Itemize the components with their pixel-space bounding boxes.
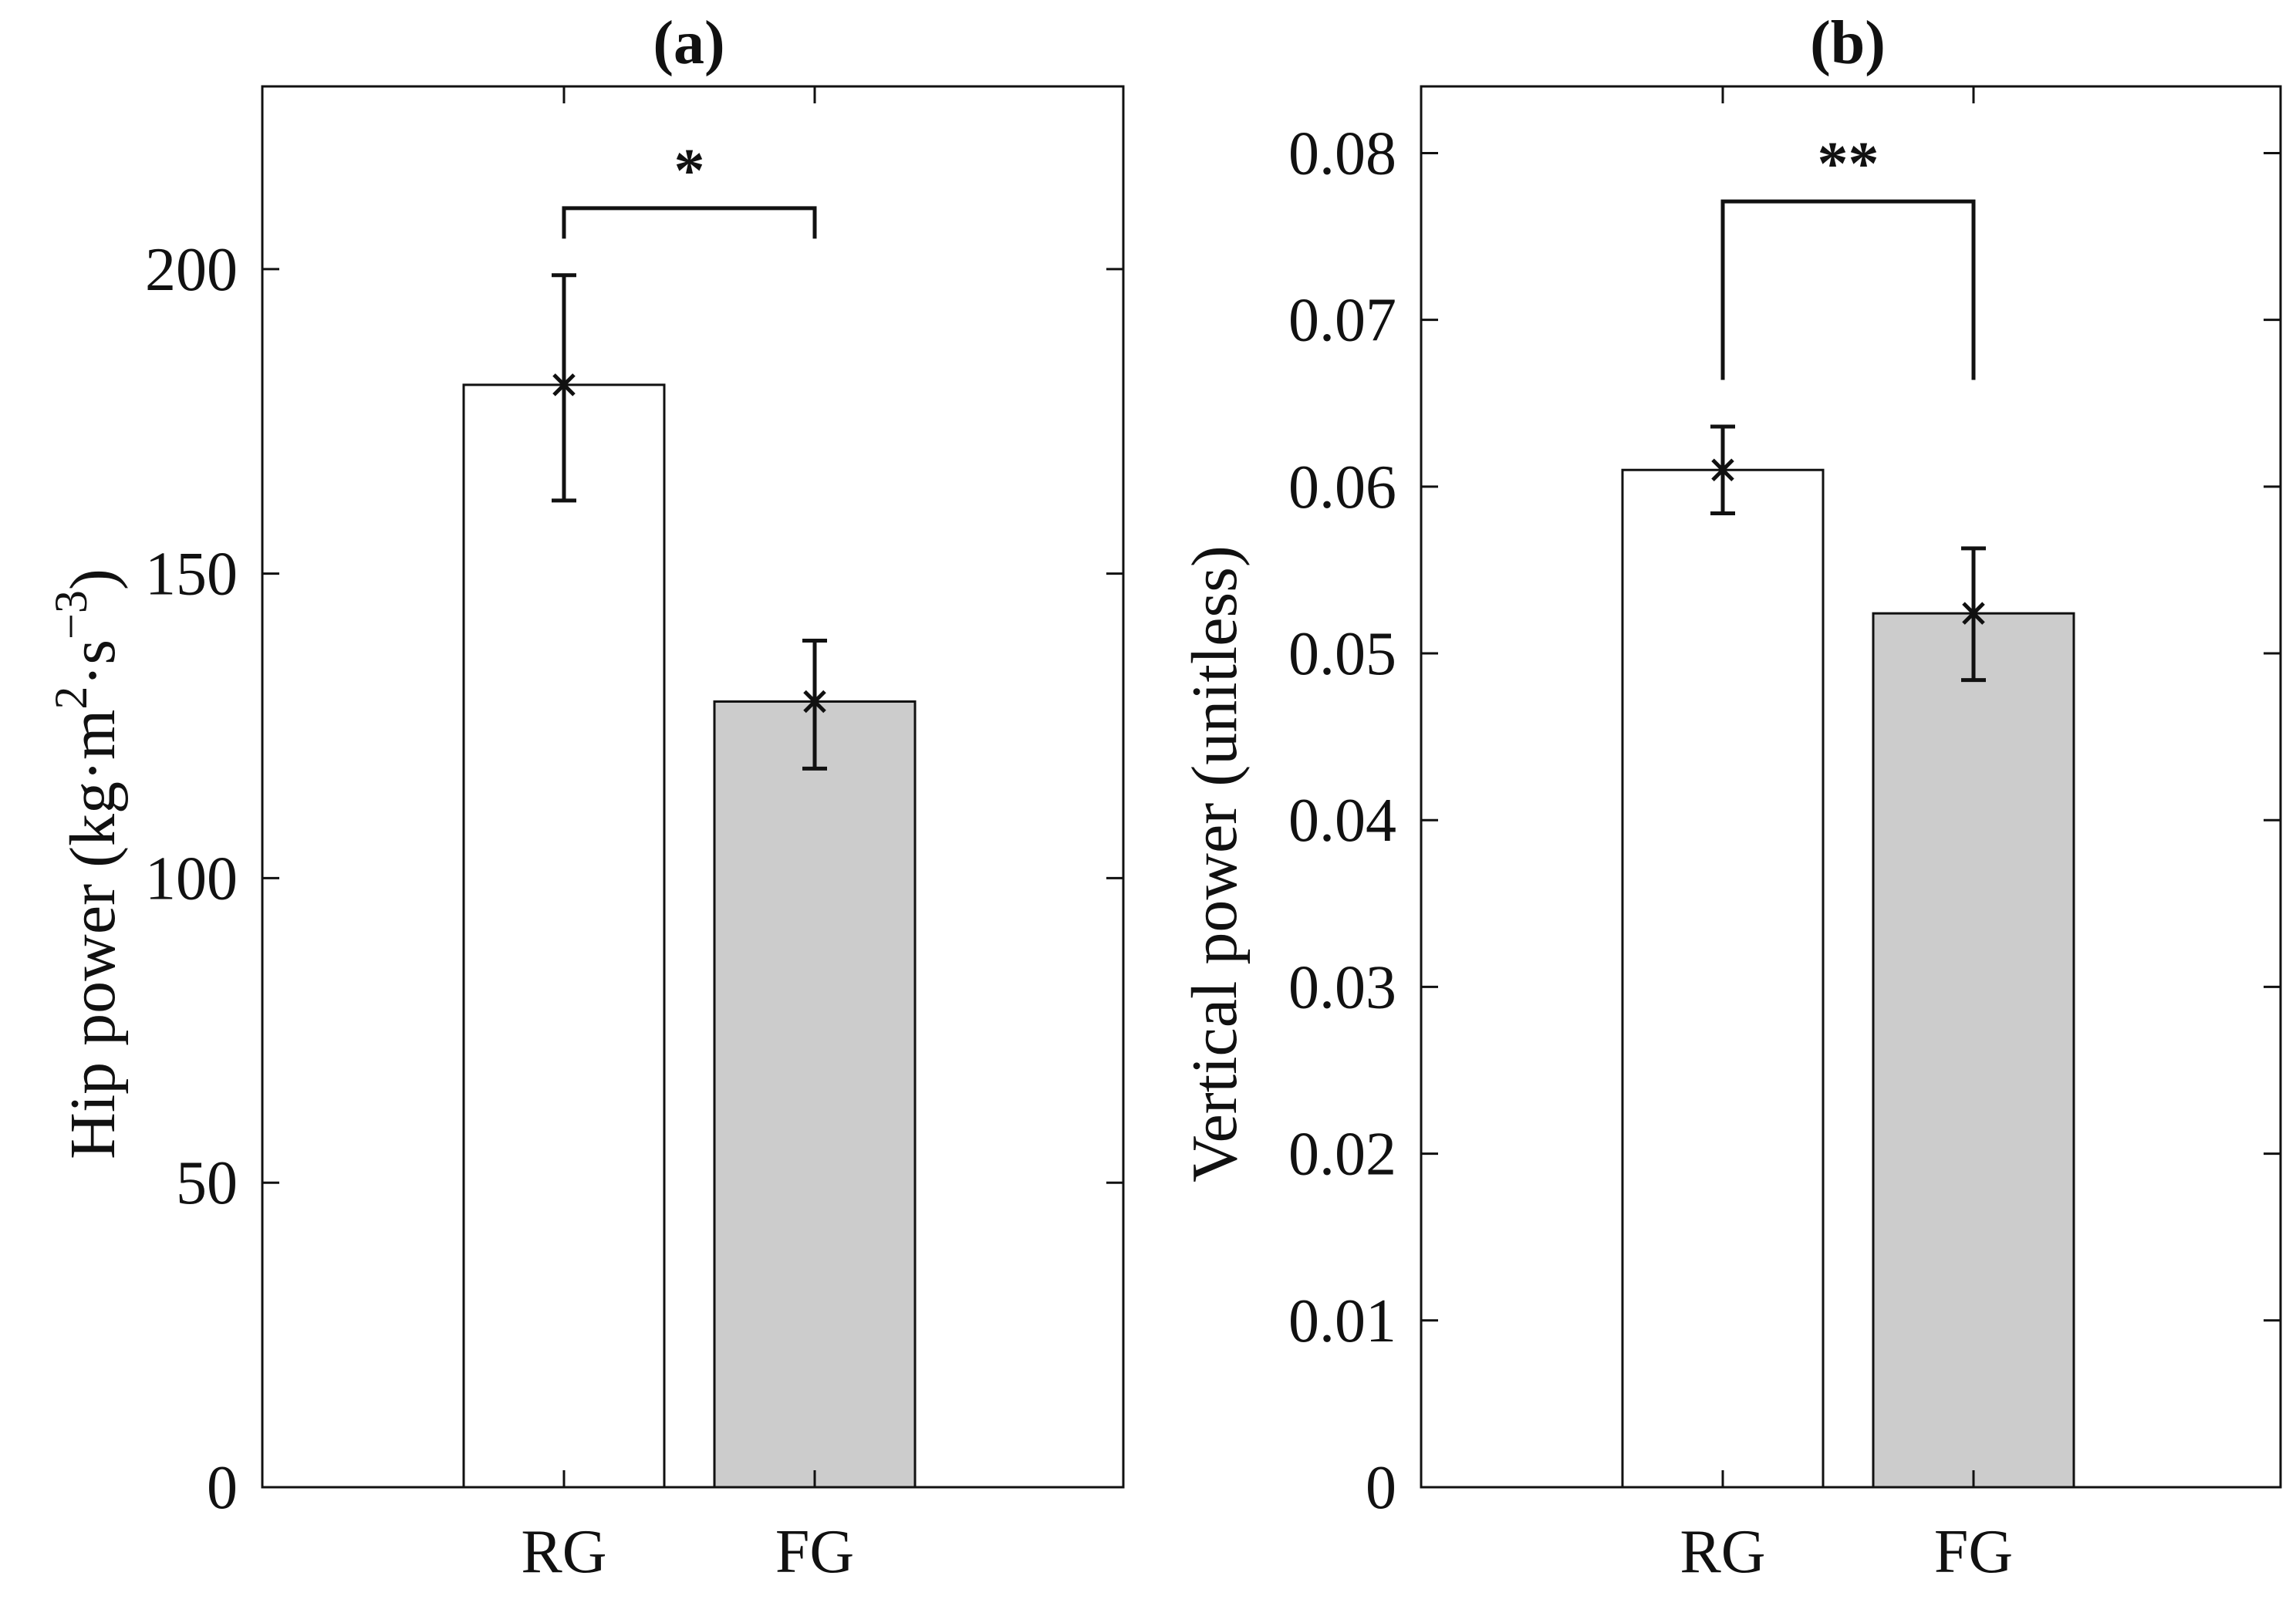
bar-rg	[1621, 468, 1825, 1489]
ytick-label: 0.07	[1288, 287, 1396, 355]
ylabel-mid: ·s	[57, 639, 129, 687]
bar-fg	[1872, 612, 2075, 1489]
ytick-label: 0.03	[1288, 953, 1396, 1021]
ylabel-sup-2: −3	[46, 590, 96, 639]
ytick-label: 150	[145, 541, 238, 609]
ytick-label: 0.01	[1288, 1287, 1396, 1355]
ytick-label: 0.08	[1288, 120, 1396, 187]
ylabel-sup-1: 2	[46, 687, 96, 710]
ytick-label: 0	[1366, 1454, 1396, 1522]
ytick-label: 0.05	[1288, 620, 1396, 688]
significance-bracket	[1720, 199, 1976, 380]
ytick-label: 0	[207, 1454, 238, 1522]
ylabel-main: Hip power (kg·m	[57, 710, 129, 1159]
panel-a-ylabel: Hip power (kg·m2·s−3)	[46, 569, 129, 1159]
ytick-label: 0.02	[1288, 1121, 1396, 1189]
panel-b: (b) Vertical power (unitless) 00.010.020…	[1179, 9, 2282, 1586]
axes-box	[1420, 85, 2282, 1489]
panel-b-plot: 0 0.01 0.02 0.03 0.04 0.05 0.06 0.07 0.08 RG FG **	[1288, 85, 2282, 1586]
axes-box	[261, 85, 1125, 1489]
mean-marker-fg	[1962, 602, 1985, 625]
ytick-label: 50	[176, 1149, 238, 1217]
mean-marker-rg	[1711, 458, 1734, 482]
significance-bracket	[562, 206, 817, 239]
category-label-fg: FG	[1934, 1518, 2013, 1586]
category-label-rg: RG	[1680, 1518, 1765, 1586]
ytick-label: 100	[145, 845, 238, 913]
mean-marker-rg	[552, 373, 576, 396]
ytick-label: 0.04	[1288, 787, 1396, 855]
panel-a-plot: 0 50 100 150 200 RG FG *	[145, 85, 1125, 1586]
ytick-label: 200	[145, 236, 238, 304]
significance-label: **	[1818, 130, 1879, 198]
bar-fg	[713, 700, 917, 1489]
panel-a-title: (a)	[653, 9, 724, 77]
significance-label: *	[674, 137, 705, 205]
bar-rg	[462, 383, 666, 1489]
ylabel-end: )	[57, 569, 129, 590]
panel-a: (a) Hip power (kg·m2·s−3) 0 50 100 150 200 RG…	[46, 9, 1125, 1586]
category-label-fg: FG	[775, 1518, 854, 1586]
panel-b-title: (b)	[1810, 9, 1886, 77]
mean-marker-fg	[803, 690, 826, 714]
ytick-label: 0.06	[1288, 454, 1396, 521]
panel-b-ylabel: Vertical power (unitless)	[1179, 545, 1251, 1183]
category-label-rg: RG	[521, 1518, 606, 1586]
